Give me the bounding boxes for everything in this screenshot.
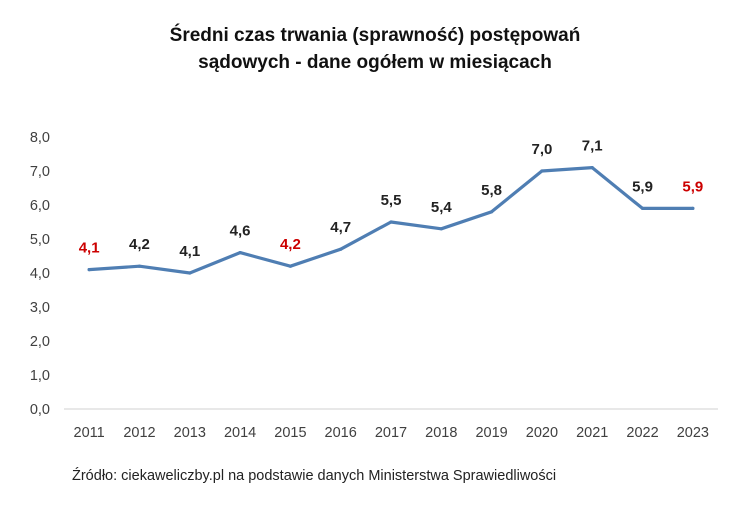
data-label: 5,8 (481, 182, 502, 199)
data-label: 7,1 (582, 138, 603, 155)
y-tick-label: 3,0 (30, 300, 50, 316)
data-label: 4,1 (79, 240, 100, 257)
data-point (540, 169, 544, 173)
x-tick-label: 2016 (325, 425, 357, 441)
data-point (188, 271, 192, 275)
data-label: 4,6 (230, 223, 251, 240)
chart-title: Średni czas trwania (sprawność) postępow… (0, 22, 750, 76)
x-tick-label: 2012 (123, 425, 155, 441)
data-point (640, 206, 645, 210)
data-point (389, 220, 393, 224)
x-tick-label: 2011 (74, 425, 105, 441)
y-tick-label: 5,0 (30, 232, 50, 248)
data-label: 4,1 (179, 243, 200, 260)
x-tick-label: 2020 (526, 425, 558, 441)
x-tick-label: 2021 (576, 425, 608, 441)
data-point (339, 247, 343, 251)
x-tick-label: 2015 (274, 425, 306, 441)
y-tick-label: 1,0 (30, 368, 50, 384)
source-note: Źródło: ciekaweliczby.pl na podstawie da… (72, 468, 557, 484)
data-point (87, 268, 91, 272)
data-point (137, 264, 142, 268)
y-tick-label: 6,0 (30, 198, 50, 214)
data-label: 4,2 (129, 236, 150, 253)
x-tick-label: 2018 (425, 425, 457, 441)
y-tick-label: 2,0 (30, 334, 50, 350)
y-tick-label: 8,0 (30, 130, 50, 146)
x-tick-label: 2019 (475, 425, 507, 441)
x-tick-label: 2013 (174, 425, 206, 441)
chart-title-line-1: Średni czas trwania (sprawność) postępow… (169, 25, 581, 46)
data-label: 5,4 (431, 199, 453, 216)
x-tick-label: 2022 (626, 425, 658, 441)
data-label: 4,2 (280, 236, 301, 253)
chart-title-line-2: sądowych - dane ogółem w miesiącach (198, 52, 552, 73)
y-tick-label: 4,0 (30, 266, 50, 282)
y-tick-label: 0,0 (30, 402, 50, 418)
data-point (439, 227, 443, 231)
data-label: 7,0 (531, 141, 552, 158)
x-tick-label: 2014 (224, 425, 256, 441)
data-point (590, 166, 594, 170)
data-label: 5,9 (682, 178, 703, 195)
data-label: 4,7 (330, 219, 351, 236)
data-point (490, 210, 494, 214)
data-point (238, 251, 242, 255)
y-tick-label: 7,0 (30, 164, 50, 180)
x-tick-label: 2023 (677, 425, 709, 441)
x-tick-label: 2017 (375, 425, 407, 441)
data-label: 5,9 (632, 178, 653, 195)
data-label: 5,5 (381, 192, 402, 209)
data-point (691, 206, 695, 210)
data-point (288, 264, 292, 268)
